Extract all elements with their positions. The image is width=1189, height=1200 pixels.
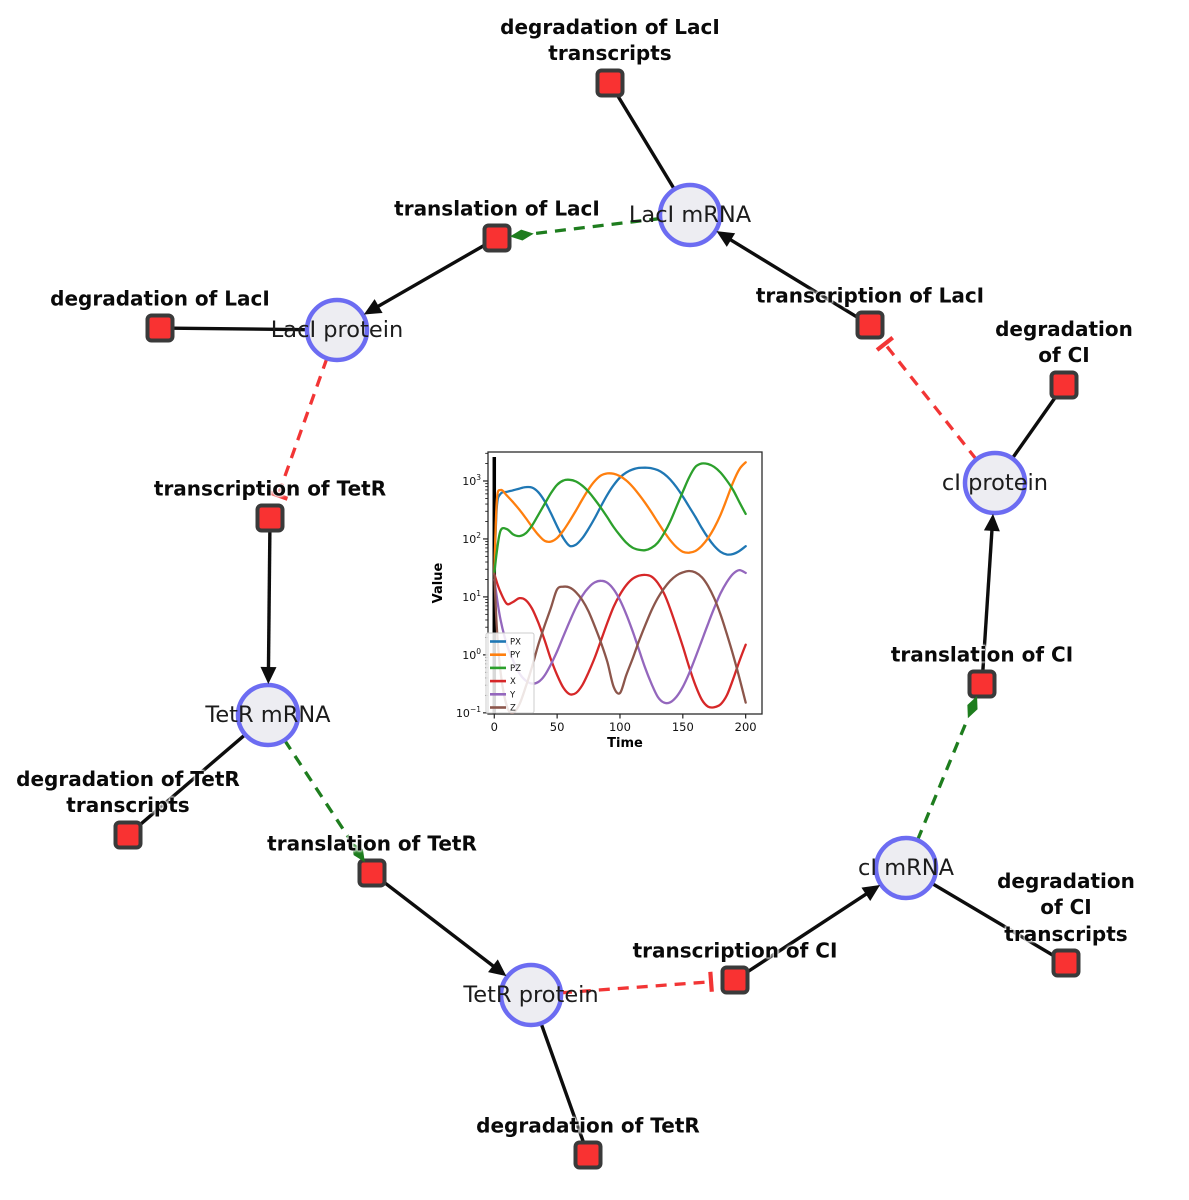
reaction-node-deg_tetr_tx[interactable] <box>113 820 143 850</box>
reaction-node-deg_laci_tx[interactable] <box>595 68 625 98</box>
species-node-tetr_mrna[interactable] <box>235 682 301 748</box>
reaction-node-transl_laci[interactable] <box>482 223 512 253</box>
legend-label-Y: Y <box>509 690 516 700</box>
simulation-inset-chart: 0 50 100 150 200 10−1 100 101 102 103 Time Value PX P… <box>430 443 770 761</box>
edge-transl_laci-laci_protein-arrowhead-icon <box>363 299 383 315</box>
edge-transl_tetr-tetr_protein[interactable] <box>381 879 498 970</box>
edge-transc_ci-ci_mrna[interactable] <box>744 890 871 975</box>
y-tick-label: 102 <box>462 531 481 546</box>
edges-layer <box>136 93 1058 1144</box>
edge-laci_protein-deg_laci[interactable] <box>172 326 308 332</box>
edge-transc_laci-laci_mrna[interactable] <box>726 236 860 320</box>
series-line-PY <box>493 461 747 575</box>
edge-ci_protein-transc_laci-inhibitor-bar-icon <box>875 335 895 352</box>
reaction-node-deg_ci[interactable] <box>1049 370 1079 400</box>
edge-transc_tetr-tetr_mrna-arrowhead-icon <box>260 666 277 685</box>
edge-laci_mrna-deg_laci_tx[interactable] <box>615 93 676 191</box>
edge-tetr_mrna-transl_tetr-arrowhead-icon <box>351 842 365 863</box>
edge-transl_ci-ci_protein[interactable] <box>981 526 994 672</box>
edge-transc_laci-laci_mrna-arrowhead-icon <box>716 231 736 247</box>
edge-laci_mrna-transl_laci[interactable] <box>533 216 661 236</box>
reaction-node-transc_tetr[interactable] <box>255 503 285 533</box>
species-node-laci_protein[interactable] <box>304 297 370 363</box>
edge-laci_protein-transc_tetr[interactable] <box>276 357 329 496</box>
legend-label-X: X <box>510 677 516 687</box>
edge-laci_mrna-transl_laci-arrowhead-icon <box>509 229 534 241</box>
reaction-node-deg_laci[interactable] <box>145 313 175 343</box>
series-line-PZ <box>493 462 747 575</box>
series-line-PX <box>493 466 747 575</box>
edge-tetr_mrna-transl_tetr[interactable] <box>283 739 354 844</box>
edge-ci_mrna-transl_ci-arrowhead-icon <box>967 696 978 719</box>
legend-label-Z: Z <box>510 704 516 714</box>
reaction-node-transc_laci[interactable] <box>855 310 885 340</box>
edge-transc_ci-ci_mrna-arrowhead-icon <box>861 884 881 901</box>
edge-transl_ci-ci_protein-arrowhead-icon <box>983 513 1000 532</box>
edge-ci_mrna-deg_ci_tx[interactable] <box>930 881 1056 958</box>
edge-ci_protein-transc_laci[interactable] <box>883 342 978 461</box>
legend-label-PZ: PZ <box>510 664 521 674</box>
series-line-X <box>493 572 747 709</box>
edge-tetr_mrna-deg_tetr_tx[interactable] <box>136 733 247 828</box>
edge-heads-layer <box>260 229 1000 992</box>
edge-transc_tetr-tetr_mrna[interactable] <box>266 530 272 672</box>
chart-frame <box>487 451 763 715</box>
reaction-node-transc_ci[interactable] <box>720 965 750 995</box>
species-node-ci_protein[interactable] <box>962 450 1028 516</box>
edge-laci_protein-transc_tetr-inhibitor-bar-icon <box>267 490 289 501</box>
x-tick-label: 150 <box>672 720 694 734</box>
nodes-layer <box>113 68 1081 1170</box>
reaction-node-deg_tetr[interactable] <box>573 1140 603 1170</box>
edge-transl_tetr-tetr_protein-arrowhead-icon <box>488 959 507 977</box>
y-axis-title: Value <box>431 562 446 603</box>
edge-transl_laci-laci_protein[interactable] <box>374 243 487 310</box>
reaction-node-deg_ci_tx[interactable] <box>1051 948 1081 978</box>
species-node-tetr_protein[interactable] <box>498 962 564 1028</box>
x-tick-label: 0 <box>491 720 498 734</box>
edge-tetr_protein-transc_ci-inhibitor-bar-icon <box>708 971 714 992</box>
species-node-ci_mrna[interactable] <box>873 835 939 901</box>
chart-legend: PX PY PZ XYZ <box>485 632 535 714</box>
edge-tetr_protein-transc_ci[interactable] <box>560 980 712 995</box>
edge-tetr_protein-deg_tetr[interactable] <box>539 1022 586 1144</box>
y-tick-label: 101 <box>462 589 481 604</box>
x-tick-label: 100 <box>609 720 631 734</box>
y-tick-label: 100 <box>462 647 481 662</box>
y-tick-label: 10−1 <box>456 705 481 720</box>
species-node-laci_mrna[interactable] <box>657 182 723 248</box>
legend-label-PX: PX <box>510 638 521 648</box>
x-tick-label: 50 <box>550 720 565 734</box>
y-tick-label: 103 <box>462 473 481 488</box>
edge-ci_mrna-transl_ci[interactable] <box>915 717 970 841</box>
legend-label-PY: PY <box>510 651 521 661</box>
reaction-node-transl_tetr[interactable] <box>357 858 387 888</box>
x-tick-label: 200 <box>735 720 757 734</box>
edge-ci_protein-deg_ci[interactable] <box>1010 394 1058 460</box>
x-axis-title: Time <box>607 736 643 751</box>
chart-canvas: 0 50 100 150 20010−1100101102103TimeValuePXP… <box>431 451 763 751</box>
reaction-node-transl_ci[interactable] <box>967 669 997 699</box>
